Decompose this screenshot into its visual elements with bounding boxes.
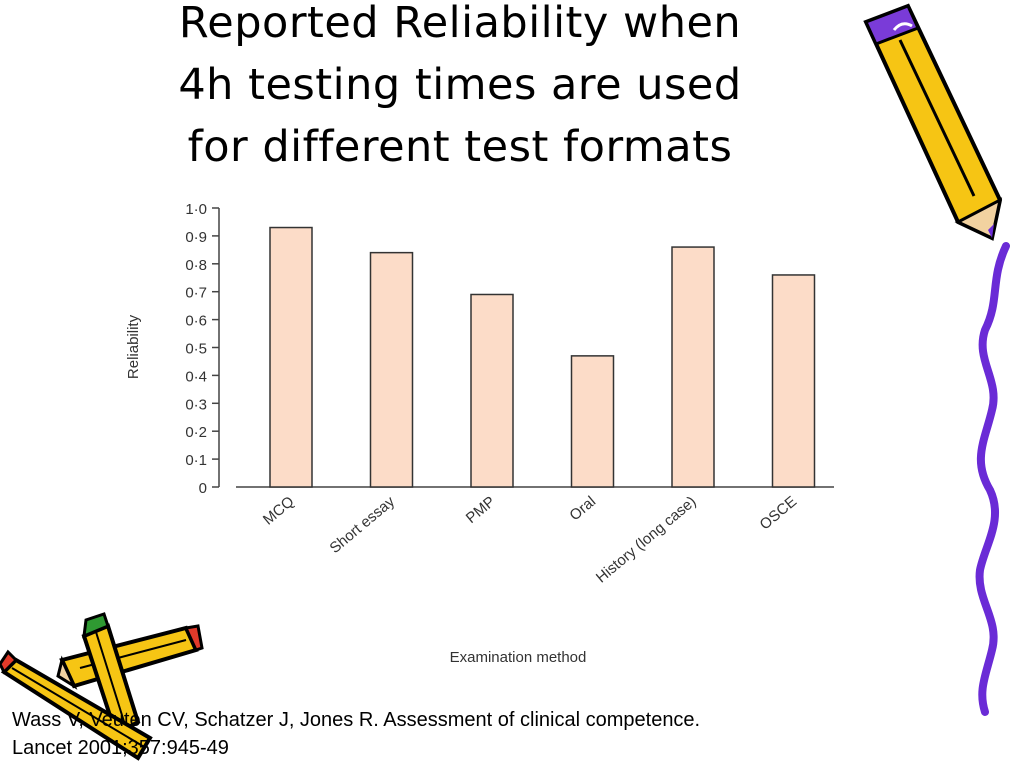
y-tick-label: 0·3 [185,396,207,413]
bar [570,355,615,488]
bar [671,246,715,488]
slide-title: Reported Reliability when 4h testing tim… [60,0,860,178]
y-axis-label: Reliability [125,314,142,379]
citation-line-1: Wass V, Veuten CV, Schatzer J, Jones R. … [12,709,701,731]
y-tick-label: 0·6 [185,313,207,330]
y-tick-label: 0 [199,480,207,497]
citation: Wass V, Veuten CV, Schatzer J, Jones R. … [12,706,700,762]
x-tick-label: Short essay [326,493,398,557]
y-tick-label: 0·1 [185,452,207,469]
y-tick-label: 0·5 [185,341,207,358]
y-tick-label: 1·0 [185,201,207,218]
title-line-3: for different test formats [187,122,733,172]
title-line-2: 4h testing times are used [178,60,742,110]
y-tick-label: 0·8 [185,257,207,274]
bar [269,226,313,488]
x-tick-label: MCQ [260,493,298,529]
y-tick-label: 0·9 [185,229,207,246]
citation-line-2: Lancet 2001;357:945-49 [12,737,229,759]
x-tick-label: History (long case) [593,493,700,586]
title-line-1: Reported Reliability when [178,0,742,48]
y-tick-label: 0·7 [185,285,207,302]
y-tick-label: 0·2 [185,424,207,441]
x-tick-label: PMP [463,493,499,527]
x-tick-label: OSCE [757,493,800,533]
bar [771,274,816,488]
y-tick-label: 0·4 [185,368,207,385]
bar [470,293,514,488]
x-tick-label: Oral [566,493,599,524]
x-axis-label: Examination method [450,649,587,666]
bar [369,251,414,488]
